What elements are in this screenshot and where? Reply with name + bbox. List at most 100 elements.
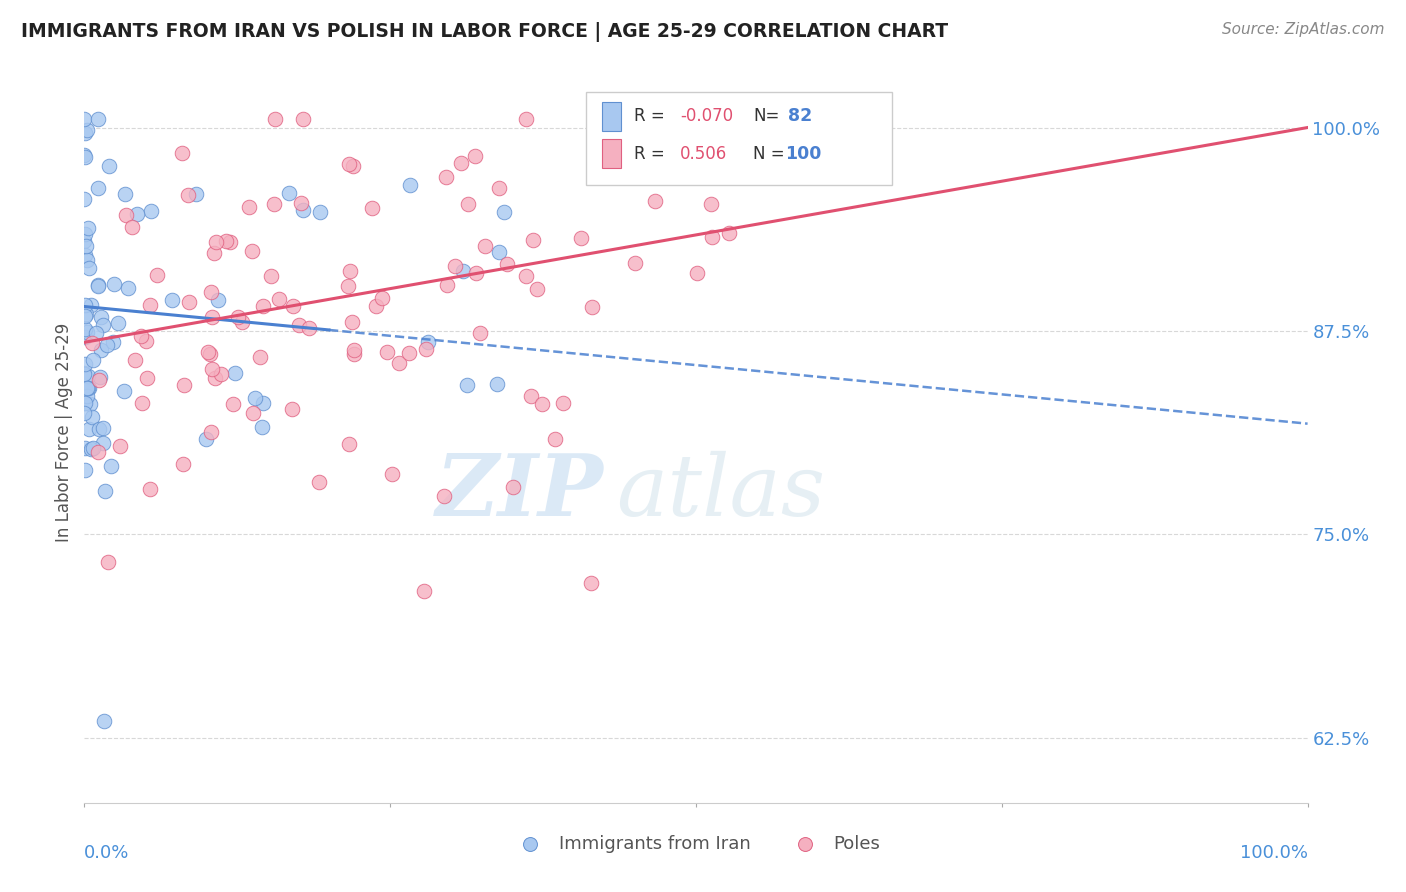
Point bbox=[515, 112, 537, 127]
Point bbox=[468, 326, 491, 340]
Point bbox=[242, 406, 264, 420]
Point bbox=[243, 391, 266, 405]
Point bbox=[281, 401, 304, 416]
Point bbox=[75, 357, 97, 371]
Point bbox=[207, 293, 229, 308]
Point bbox=[209, 367, 232, 381]
Point bbox=[387, 356, 409, 370]
Bar bbox=[602, 139, 621, 168]
Point bbox=[361, 201, 384, 215]
Text: N=: N= bbox=[754, 108, 780, 126]
Point bbox=[173, 377, 195, 392]
Point bbox=[381, 467, 404, 481]
Point bbox=[249, 350, 271, 364]
Text: Source: ZipAtlas.com: Source: ZipAtlas.com bbox=[1222, 22, 1385, 37]
Point bbox=[702, 229, 724, 244]
Point bbox=[91, 436, 114, 450]
Point bbox=[278, 186, 301, 201]
Point bbox=[339, 264, 361, 278]
Legend: Immigrants from Iran, Poles: Immigrants from Iran, Poles bbox=[505, 828, 887, 861]
Point bbox=[75, 307, 97, 321]
Point bbox=[342, 160, 364, 174]
Point bbox=[252, 299, 274, 313]
Point bbox=[814, 125, 837, 139]
Point bbox=[131, 396, 153, 410]
Point bbox=[103, 277, 125, 291]
Point bbox=[100, 458, 122, 473]
Point bbox=[200, 285, 222, 300]
Point bbox=[80, 442, 103, 457]
Point bbox=[371, 291, 394, 305]
Point bbox=[186, 186, 208, 201]
Point bbox=[139, 482, 162, 496]
Point bbox=[73, 309, 96, 323]
Point bbox=[82, 353, 104, 368]
Point bbox=[73, 366, 96, 380]
Point bbox=[91, 421, 114, 435]
Point bbox=[77, 261, 100, 276]
Point bbox=[201, 310, 224, 325]
Point bbox=[496, 257, 519, 271]
Point bbox=[231, 315, 253, 329]
Point bbox=[101, 334, 124, 349]
Point bbox=[700, 196, 723, 211]
Point bbox=[343, 343, 366, 357]
Point bbox=[418, 335, 440, 350]
Point bbox=[176, 187, 198, 202]
Point bbox=[138, 298, 160, 312]
Point bbox=[73, 247, 96, 261]
Point bbox=[135, 334, 157, 349]
Point bbox=[86, 277, 108, 292]
Point bbox=[139, 204, 162, 219]
Point bbox=[79, 397, 101, 411]
Point bbox=[73, 227, 96, 242]
Point bbox=[526, 282, 548, 296]
Point bbox=[179, 295, 201, 310]
Point bbox=[644, 194, 666, 208]
Point bbox=[474, 239, 496, 253]
Point bbox=[75, 463, 97, 477]
Point bbox=[73, 235, 96, 249]
Point bbox=[309, 204, 332, 219]
Point bbox=[201, 361, 224, 376]
Point bbox=[486, 376, 509, 391]
Point bbox=[238, 200, 260, 214]
Text: N =: N = bbox=[754, 145, 785, 162]
Point bbox=[97, 555, 120, 569]
Point bbox=[579, 576, 602, 591]
Point bbox=[340, 315, 363, 329]
Point bbox=[107, 316, 129, 330]
Point bbox=[195, 432, 218, 446]
Point bbox=[75, 442, 97, 456]
Point bbox=[73, 112, 96, 127]
Point bbox=[415, 342, 437, 356]
Point bbox=[108, 439, 131, 453]
Text: ZIP: ZIP bbox=[436, 450, 605, 533]
Point bbox=[73, 367, 96, 381]
Point bbox=[488, 245, 510, 260]
Point bbox=[336, 279, 359, 293]
Point bbox=[87, 445, 110, 459]
Point bbox=[73, 150, 96, 164]
Point bbox=[80, 409, 103, 424]
Point bbox=[219, 235, 242, 249]
Point bbox=[465, 266, 488, 280]
Text: R =: R = bbox=[634, 145, 669, 162]
Point bbox=[522, 233, 544, 247]
Point bbox=[433, 489, 456, 503]
Point bbox=[145, 268, 167, 283]
Point bbox=[623, 256, 645, 270]
Point bbox=[264, 112, 287, 127]
Point bbox=[73, 396, 96, 410]
Point bbox=[82, 441, 104, 455]
Point bbox=[215, 235, 238, 249]
Point bbox=[87, 373, 110, 387]
Point bbox=[73, 406, 96, 420]
Text: 100.0%: 100.0% bbox=[1240, 844, 1308, 862]
Point bbox=[198, 346, 221, 360]
Point bbox=[90, 310, 112, 324]
Point bbox=[82, 336, 104, 351]
Point bbox=[200, 425, 222, 439]
Point bbox=[89, 370, 111, 384]
Point bbox=[112, 384, 135, 399]
